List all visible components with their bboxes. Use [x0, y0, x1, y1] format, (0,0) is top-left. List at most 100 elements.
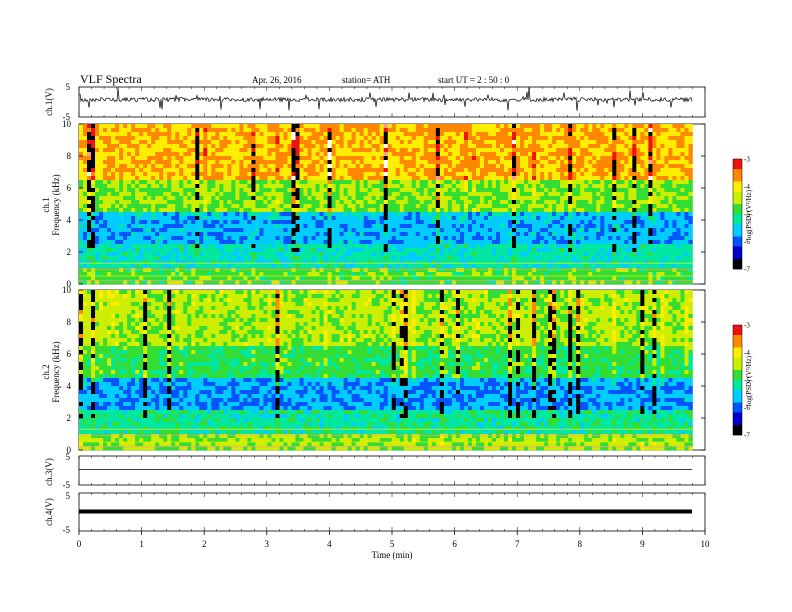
spectrogram-cell	[528, 272, 533, 277]
spectrogram-cell	[143, 240, 148, 245]
spectrogram-cell	[227, 212, 232, 217]
spectrogram-cell	[207, 248, 212, 253]
spectrogram-cell	[479, 224, 485, 229]
spectrogram-cell	[283, 168, 288, 173]
spectrogram-cell	[179, 280, 184, 285]
spectrogram-cell	[99, 136, 104, 141]
spectrogram-cell	[299, 252, 304, 257]
spectrogram-cell	[447, 244, 453, 249]
spectrogram-cell	[131, 132, 136, 137]
spectrogram-cell	[255, 240, 260, 245]
spectrogram-cell	[147, 152, 152, 157]
spectrogram-cell	[439, 180, 445, 185]
spectrogram-cell	[131, 136, 136, 141]
spectrogram-cell	[191, 152, 196, 157]
spectrogram-cell	[103, 208, 108, 213]
spectrogram-cell	[187, 256, 192, 261]
spectrogram-cell	[463, 128, 469, 133]
spectrogram-cell	[207, 212, 212, 217]
spectrogram-cell	[299, 156, 304, 161]
spectrogram-cell	[379, 216, 385, 221]
spectrogram-cell	[191, 156, 196, 161]
spectrogram-cell	[99, 132, 104, 137]
spectrogram-cell	[475, 236, 481, 241]
spectrogram-cell	[391, 268, 397, 273]
spectrogram-cell	[195, 240, 200, 245]
spectrogram-cell	[467, 132, 473, 137]
spectrogram-cell	[103, 280, 108, 285]
spectrogram-cell	[423, 224, 429, 229]
spectrogram-cell	[492, 224, 497, 229]
spectrogram-cell	[536, 248, 541, 253]
spectrogram-cell	[103, 124, 108, 129]
spectrogram-cell	[532, 256, 537, 261]
spectrogram-cell	[159, 192, 164, 197]
spectrogram-cell	[375, 280, 381, 285]
spectrogram-cell	[500, 132, 505, 137]
spectrogram-cell	[343, 132, 348, 137]
spectrogram-cell	[359, 144, 364, 149]
spectrogram-cell	[271, 276, 276, 281]
spectrogram-cell	[255, 208, 260, 213]
spectrogram-cell	[183, 240, 188, 245]
spectrogram-cell	[231, 264, 236, 269]
spectrogram-cell	[367, 252, 373, 257]
spectrogram-cell	[508, 232, 513, 237]
spectrogram-cell	[83, 148, 88, 153]
spectrogram-cell	[512, 172, 517, 177]
spectrogram-cell	[199, 272, 204, 277]
spectrogram-cell	[231, 152, 236, 157]
spectrogram-cell	[516, 188, 521, 193]
spectrogram-cell	[299, 208, 304, 213]
spectrogram-cell	[131, 240, 136, 245]
spectrogram-cell	[516, 212, 521, 217]
spectrogram-cell	[211, 256, 216, 261]
spectrogram-cell	[127, 136, 132, 141]
spectrogram-cell	[339, 236, 344, 241]
spectrogram-cell	[548, 208, 553, 213]
spectrogram-cell	[231, 208, 236, 213]
spectrogram-cell	[347, 164, 352, 169]
spectrogram-cell	[351, 196, 356, 201]
spectrogram-cell	[351, 248, 356, 253]
spectrogram-cell	[279, 280, 284, 285]
spectrogram-cell	[307, 152, 312, 157]
spectrogram-cell	[451, 252, 457, 257]
spectrogram-cell	[231, 180, 236, 185]
spectrogram-cell	[259, 128, 264, 133]
spectrogram-cell	[255, 252, 260, 257]
spectrogram-cell	[427, 156, 433, 161]
spectrogram-cell	[143, 180, 148, 185]
spectrogram-cell	[431, 220, 437, 225]
spectrogram-cell	[107, 192, 112, 197]
spectrogram-cell	[263, 236, 268, 241]
spectrogram-cell	[247, 208, 252, 213]
spectrogram-cell	[307, 268, 312, 273]
spectrogram-cell	[435, 204, 441, 209]
spectrogram-cell	[379, 136, 385, 141]
spectrogram-cell	[548, 124, 553, 129]
spectrogram-cell	[399, 280, 405, 285]
spectrogram-cell	[243, 260, 248, 265]
spectrogram-cell	[387, 132, 393, 137]
spectrogram-cell	[279, 192, 284, 197]
spectrogram-cell	[251, 264, 256, 269]
spectrogram-cell	[163, 176, 168, 181]
spectrogram-cell	[191, 148, 196, 153]
spectrogram-cell	[556, 204, 561, 209]
spectrogram-cell	[275, 148, 280, 153]
spectrogram-cell	[147, 200, 152, 205]
spectrogram-cell	[287, 224, 292, 229]
spectrogram-cell	[335, 268, 340, 273]
spectrogram-cell	[459, 144, 465, 149]
spectrogram-cell	[251, 248, 256, 253]
spectrogram-cell	[508, 172, 513, 177]
spectrogram-cell	[371, 228, 377, 233]
spectrogram-cell	[544, 172, 549, 177]
spectrogram-cell	[283, 240, 288, 245]
spectrogram-cell	[524, 208, 529, 213]
spectrogram-cell	[492, 200, 497, 205]
spectrogram-cell	[331, 244, 336, 249]
spectrogram-cell	[399, 268, 405, 273]
spectrogram-cell	[443, 156, 449, 161]
